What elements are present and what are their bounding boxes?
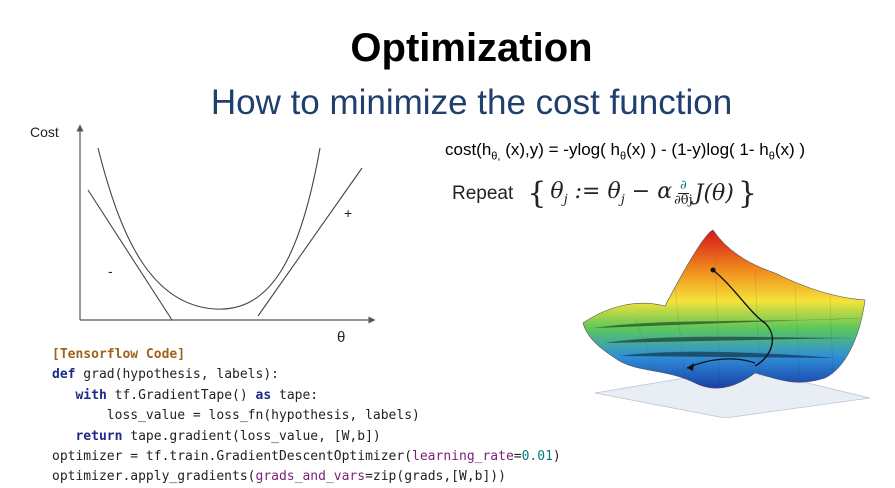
code-line-4: loss_value = loss_fn(hypothesis, labels)	[52, 408, 420, 424]
descent-path	[712, 269, 774, 367]
surface-mesh	[582, 229, 866, 389]
code-line-1: [Tensorflow Code]	[52, 347, 186, 362]
positive-slope-mark: +	[344, 205, 352, 221]
code-line-7: optimizer.apply_gradients(grads_and_vars…	[52, 469, 506, 485]
cost-formula: cost(hθ, (x),y) = -ylog( hθ(x) ) - (1-y)…	[445, 140, 806, 163]
code-line-6: optimizer = tf.train.GradientDescentOpti…	[52, 448, 561, 464]
tangent-left	[87, 189, 173, 321]
code-line-2: def grad(hypothesis, labels):	[52, 367, 279, 383]
code-line-3: with tf.GradientTape() as tape:	[75, 387, 319, 403]
cost-curve	[97, 147, 321, 310]
slide-title: Optimization	[350, 26, 593, 70]
code-line-5: return tape.gradient(loss_value, [W,b])	[75, 428, 381, 444]
tangent-right	[257, 167, 363, 317]
slide-subtitle: How to minimize the cost function	[210, 83, 733, 122]
cost-curve-graph: Cost θ - +	[30, 124, 376, 346]
loss-surface-3d-image	[582, 229, 871, 418]
gradient-update-rule: Repeat { θj := θj − α ∂ ∂θj J(θ) }	[452, 176, 757, 211]
y-axis-label: Cost	[30, 124, 59, 140]
tensorflow-code-block: [Tensorflow Code] def grad(hypothesis, l…	[52, 345, 561, 488]
x-axis-label: θ	[337, 329, 345, 346]
negative-slope-mark: -	[108, 263, 113, 279]
